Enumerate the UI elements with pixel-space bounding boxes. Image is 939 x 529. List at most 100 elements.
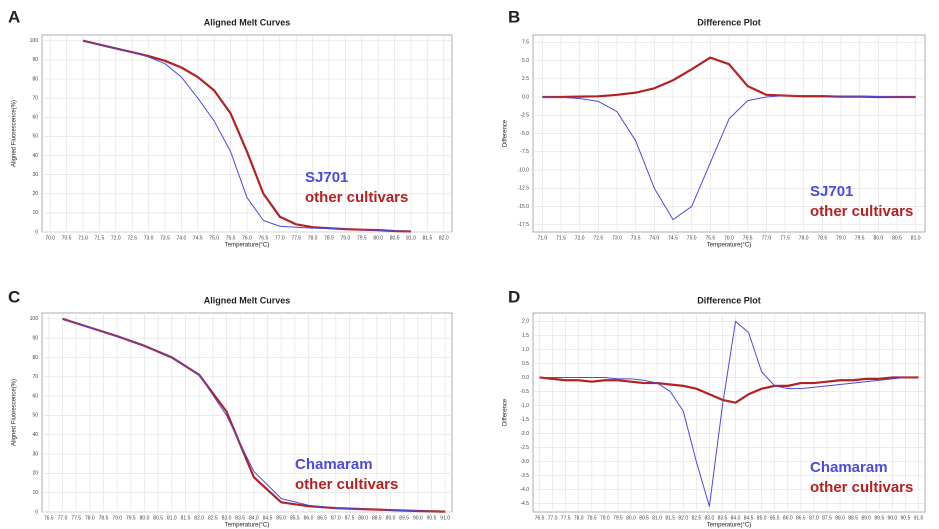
y-tick-label: 1.5: [522, 333, 529, 339]
x-tick-label: 74.0: [649, 235, 659, 241]
x-tick-label: 84.0: [731, 515, 741, 521]
x-tick-label: 75.0: [687, 235, 697, 241]
y-tick-label: -3.5: [520, 473, 529, 479]
x-tick-label: 82.5: [208, 515, 218, 521]
y-axis-label: Aligned Fluorescence(%): [12, 379, 18, 446]
y-tick-label: 60: [32, 115, 38, 121]
x-tick-label: 76.5: [44, 515, 54, 521]
y-tick-label: 70: [32, 95, 38, 101]
x-tick-label: 80.0: [873, 235, 883, 241]
legend-label: other cultivars: [295, 476, 398, 493]
y-tick-label: 20: [32, 471, 38, 477]
y-tick-label: 80: [32, 76, 38, 82]
x-tick-label: 80.0: [373, 235, 383, 241]
x-tick-label: 91.0: [440, 515, 450, 521]
x-tick-label: 76.0: [242, 235, 252, 241]
x-tick-label: 82.0: [194, 515, 204, 521]
x-tick-label: 78.0: [799, 235, 809, 241]
x-tick-label: 81.5: [181, 515, 191, 521]
x-tick-label: 77.5: [780, 235, 790, 241]
y-tick-label: 90: [32, 57, 38, 63]
y-axis-label: Difference: [503, 119, 509, 147]
x-tick-label: 72.0: [575, 235, 585, 241]
y-tick-label: 2.0: [522, 319, 529, 325]
y-tick-label: 2.5: [522, 76, 529, 82]
y-tick-label: -5.0: [520, 131, 529, 137]
y-tick-label: -17.5: [518, 222, 530, 228]
x-tick-label: 73.0: [144, 235, 154, 241]
series-line: [62, 318, 446, 513]
x-tick-label: 88.0: [358, 515, 368, 521]
y-tick-label: -3.0: [520, 459, 529, 465]
x-tick-label: 75.0: [209, 235, 219, 241]
y-tick-label: 0.5: [522, 361, 529, 367]
x-tick-label: 80.0: [626, 515, 636, 521]
x-tick-label: 71.0: [537, 235, 547, 241]
x-tick-label: 72.5: [127, 235, 137, 241]
x-tick-label: 89.5: [399, 515, 409, 521]
y-tick-label: -4.0: [520, 487, 529, 493]
x-tick-label: 81.5: [423, 235, 433, 241]
plot-area: [532, 312, 926, 513]
x-tick-label: 71.0: [78, 235, 88, 241]
y-tick-label: 50: [32, 413, 38, 419]
x-tick-label: 81.0: [652, 515, 662, 521]
series-line: [82, 40, 412, 232]
y-tick-label: 7.5: [522, 40, 529, 46]
x-tick-label: 80.5: [390, 235, 400, 241]
y-tick-label: 100: [30, 316, 39, 322]
x-tick-label: 79.5: [357, 235, 367, 241]
y-tick-label: -1.0: [520, 403, 529, 409]
x-tick-label: 87.5: [822, 515, 832, 521]
y-tick-label: 60: [32, 393, 38, 399]
x-tick-label: 80.5: [639, 515, 649, 521]
x-tick-label: 74.5: [193, 235, 203, 241]
x-tick-label: 90.0: [413, 515, 423, 521]
series-line: [542, 95, 916, 221]
x-tick-label: 86.5: [796, 515, 806, 521]
x-tick-label: 85.5: [290, 515, 300, 521]
x-tick-label: 82.0: [678, 515, 688, 521]
x-tick-label: 72.5: [593, 235, 603, 241]
x-tick-label: 78.5: [817, 235, 827, 241]
chart-title: Difference Plot: [697, 295, 761, 305]
x-tick-label: 84.5: [744, 515, 754, 521]
x-tick-label: 72.0: [111, 235, 121, 241]
x-tick-label: 78.0: [308, 235, 318, 241]
x-tick-label: 77.0: [58, 515, 68, 521]
y-tick-label: 40: [32, 432, 38, 438]
series-line: [539, 320, 919, 507]
x-tick-label: 90.5: [901, 515, 911, 521]
x-tick-label: 76.5: [743, 235, 753, 241]
y-tick-label: 70: [32, 374, 38, 380]
legend-label: other cultivars: [810, 203, 913, 220]
y-tick-label: 30: [32, 172, 38, 178]
x-tick-label: 81.5: [665, 515, 675, 521]
x-tick-label: 82.0: [439, 235, 449, 241]
x-tick-label: 85.0: [276, 515, 286, 521]
x-tick-label: 73.0: [612, 235, 622, 241]
x-tick-label: 79.0: [341, 235, 351, 241]
x-tick-label: 84.0: [249, 515, 259, 521]
x-tick-label: 70.0: [45, 235, 55, 241]
y-axis-label: Difference: [503, 398, 509, 426]
x-tick-label: 74.5: [668, 235, 678, 241]
x-tick-label: 79.0: [600, 515, 610, 521]
x-tick-label: 88.5: [848, 515, 858, 521]
x-tick-label: 91.0: [914, 515, 924, 521]
x-tick-label: 78.0: [85, 515, 95, 521]
x-tick-label: 82.5: [691, 515, 701, 521]
y-tick-label: -7.5: [520, 149, 529, 155]
legend-label: SJ701: [810, 183, 853, 200]
y-tick-label: 1.0: [522, 347, 529, 353]
chart-title: Aligned Melt Curves: [204, 17, 291, 27]
x-tick-label: 77.5: [291, 235, 301, 241]
x-tick-label: 78.5: [587, 515, 597, 521]
x-tick-label: 83.0: [705, 515, 715, 521]
x-tick-label: 78.0: [574, 515, 584, 521]
x-tick-label: 81.0: [406, 235, 416, 241]
x-tick-label: 75.5: [705, 235, 715, 241]
y-tick-label: 40: [32, 153, 38, 159]
x-tick-label: 89.5: [874, 515, 884, 521]
